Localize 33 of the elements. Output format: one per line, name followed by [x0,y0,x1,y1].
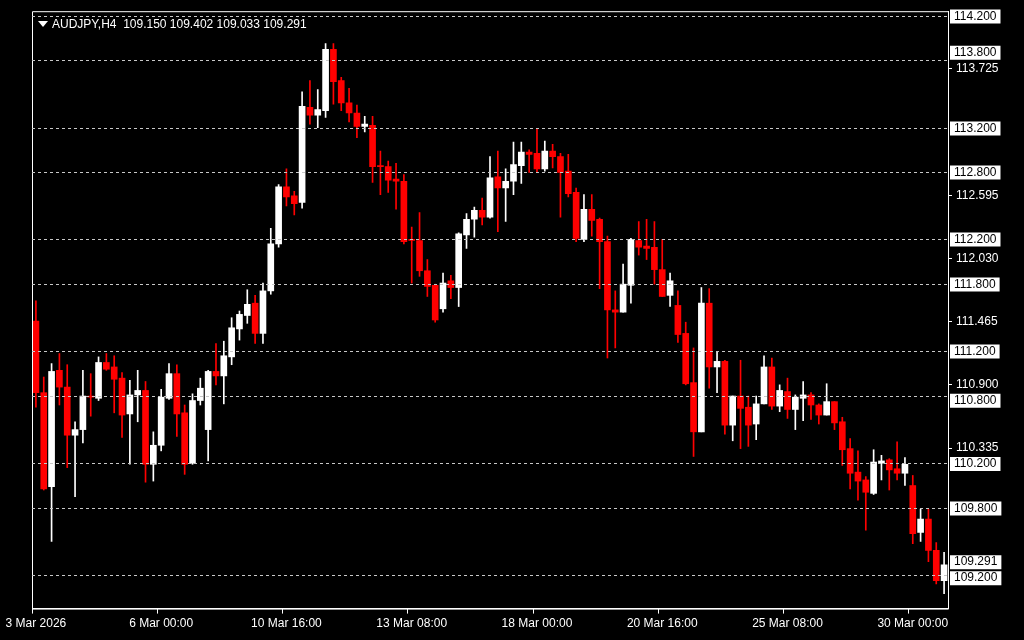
text: AUDJPY,H4 109.150 109.402 109.033 109.291 [52,16,307,31]
ref-line-label: 114.200 [954,8,997,23]
ref-line-label: 111.200 [954,343,996,358]
x-tick-label: 30 Mar 00:00 [877,616,949,631]
x-tick-label: 10 Mar 16:00 [251,616,323,631]
ref-line-label: 112.200 [954,231,997,246]
ref-line-label: 113.200 [954,120,997,135]
ref-line-label: 110.200 [954,456,997,471]
candlestick [71,421,79,498]
x-tick-label: 13 Mar 08:00 [376,616,448,631]
candlestick [494,150,502,232]
x-tick-label: 6 Mar 00:00 [129,616,194,631]
y-tick-label: 112.030 [956,250,999,265]
x-tick-label: 3 Mar 2026 [5,616,67,631]
x-tick-label: 25 Mar 08:00 [752,616,824,631]
ref-line-label: 111.800 [954,276,996,291]
x-tick-label: 20 Mar 16:00 [626,616,698,631]
y-tick-label: 112.595 [956,187,999,202]
ref-line-label: 110.800 [954,393,997,408]
text: 109.291 [954,554,998,569]
candlestick [306,80,314,125]
y-tick-label: 111.465 [956,313,998,328]
candlestick [525,149,533,173]
ref-line-label: 109.200 [954,570,998,585]
ref-line-label: 109.800 [954,500,998,515]
candlestick [134,369,142,423]
ref-line-label: 112.800 [954,164,997,179]
y-tick-label: 110.335 [956,440,999,455]
candlestick [361,116,369,133]
y-tick-label: 110.900 [956,377,999,392]
ref-line-label: 113.800 [954,45,997,60]
x-tick-label: 18 Mar 00:00 [501,616,573,631]
y-tick-label: 113.725 [956,61,999,76]
